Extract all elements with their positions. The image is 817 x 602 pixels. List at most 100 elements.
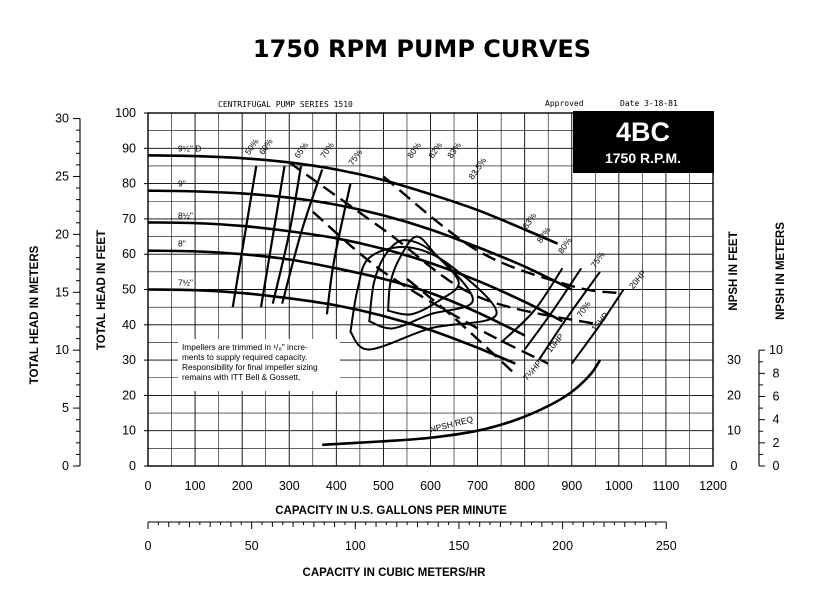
y-feet-tick-label: 0: [129, 459, 136, 473]
efficiency-label: 70%: [318, 140, 336, 160]
efficiency-label: 82%: [426, 140, 444, 160]
horsepower-line: [312, 210, 549, 365]
series-label: 7½": [178, 278, 193, 288]
x2-tick-label: 100: [345, 539, 366, 553]
y-meters-axis-label: TOTAL HEAD IN METERS: [29, 245, 41, 384]
note-line-4: remains with ITT Bell & Gossett.: [182, 372, 300, 382]
npsh-feet-tick-label: 30: [727, 353, 741, 367]
npsh-feet-tick-label: 0: [731, 459, 738, 473]
y-meters-tick-label: 20: [55, 227, 69, 241]
efficiency-line: [523, 267, 582, 351]
y-feet-tick-label: 80: [122, 177, 136, 191]
speed-label: 1750 R.P.M.: [605, 150, 681, 166]
efficiency-label: 83%: [445, 140, 463, 160]
series-label: 9": [178, 179, 186, 189]
y-feet-axis-label: TOTAL HEAD IN FEET: [96, 230, 108, 350]
model-box: [573, 111, 714, 173]
x-tick-label: 300: [279, 479, 300, 493]
horsepower-line: [382, 175, 620, 295]
efficiency-label: 80%: [556, 235, 574, 255]
x-tick-label: 700: [467, 479, 488, 493]
efficiency-loop: [349, 245, 498, 351]
x-tick-label: 1100: [652, 479, 679, 493]
approval-label: Approved: [545, 99, 584, 108]
y-feet-tick-label: 60: [122, 247, 136, 261]
npsh-feet-tick-label: 10: [727, 424, 741, 438]
series-label: 9½" D: [178, 143, 201, 153]
npsh-feet-tick-label: 20: [727, 388, 741, 402]
note-box: [178, 339, 340, 391]
x2-tick-label: 200: [552, 539, 573, 553]
npsh-meters-tick-label: 6: [773, 390, 780, 404]
x2-tick-label: 50: [245, 539, 259, 553]
chart-curves: [147, 154, 625, 447]
note-line-1: Impellers are trimmed in ¹/₈" incre-: [182, 342, 308, 352]
series-line: [147, 288, 516, 365]
x-tick-label: 500: [373, 479, 394, 493]
y-feet-tick-label: 50: [122, 283, 136, 297]
note-line-3: Responsibility for final impeller sizing: [182, 362, 318, 372]
efficiency-line: [325, 183, 352, 315]
efficiency-label: 60%: [257, 136, 275, 156]
npsh-meters-tick-label: 0: [773, 459, 780, 473]
efficiency-label: 80%: [405, 140, 423, 160]
efficiency-line: [281, 169, 324, 304]
npsh-meters-axis-label: NPSH IN METERS: [775, 222, 787, 320]
efficiency-loop: [387, 235, 460, 316]
x2-tick-label: 150: [449, 539, 470, 553]
efficiency-label: 50%: [243, 136, 261, 156]
y-meters-tick-label: 25: [55, 169, 69, 183]
chart-title: 1750 RPM PUMP CURVES: [253, 35, 591, 63]
x-tick-label: 1000: [605, 479, 633, 493]
efficiency-line: [259, 165, 286, 308]
efficiency-label: 75%: [589, 249, 607, 269]
model-label: 4BC: [616, 117, 670, 147]
efficiency-line: [500, 267, 564, 344]
y-feet-tick-label: 90: [122, 141, 136, 155]
y-feet-tick-label: 100: [115, 106, 136, 120]
y-meters-tick-label: 30: [55, 112, 69, 126]
chart-axes: [79, 112, 760, 523]
x-tick-label: 900: [561, 479, 582, 493]
x2-axis-label: CAPACITY IN CUBIC METERS/HR: [303, 567, 487, 579]
horsepower-line: [288, 161, 601, 326]
x-tick-label: 800: [514, 479, 535, 493]
y-meters-tick-label: 10: [55, 343, 69, 357]
y-meters-tick-label: 5: [62, 401, 69, 415]
y-feet-tick-label: 30: [122, 353, 136, 367]
y-meters-tick-label: 15: [55, 285, 69, 299]
efficiency-label: 65%: [292, 140, 310, 160]
y-feet-tick-label: 20: [122, 388, 136, 402]
efficiency-label: 83%: [520, 211, 538, 231]
series-line: [147, 221, 563, 323]
efficiency-label: 75%: [346, 147, 364, 167]
note-line-2: ments to supply required capacity.: [182, 352, 307, 362]
series-label: 8½": [178, 210, 193, 220]
series-line: [147, 154, 559, 245]
x2-tick-label: 0: [145, 539, 152, 553]
y-feet-tick-label: 70: [122, 212, 136, 226]
x-tick-label: 1200: [699, 479, 727, 493]
horsepower-line: [406, 277, 517, 376]
horsepower-label: 10HP: [544, 331, 566, 354]
date-label: Date 3-18-81: [620, 99, 678, 108]
x-tick-label: 0: [145, 479, 152, 493]
efficiency-line: [231, 165, 258, 308]
x-axis-label: CAPACITY IN U.S. GALLONS PER MINUTE: [275, 505, 507, 517]
efficiency-line: [271, 165, 303, 304]
npsh-meters-tick-label: 2: [773, 436, 780, 450]
npsh-feet-axis-label: NPSH IN FEET: [728, 231, 740, 310]
horsepower-label: 20HP: [627, 268, 649, 291]
npsh-meters-tick-label: 4: [773, 413, 780, 427]
x-tick-label: 600: [420, 479, 441, 493]
x-tick-label: 100: [185, 479, 206, 493]
x-tick-label: 400: [326, 479, 347, 493]
series-line: [147, 189, 573, 291]
y-feet-tick-label: 10: [122, 424, 136, 438]
x2-tick-label: 250: [656, 539, 677, 553]
npsh-meters-tick-label: 8: [773, 366, 780, 380]
y-feet-tick-label: 40: [122, 318, 136, 332]
x-tick-label: 200: [232, 479, 253, 493]
npsh-meters-tick-label: 10: [769, 343, 783, 357]
